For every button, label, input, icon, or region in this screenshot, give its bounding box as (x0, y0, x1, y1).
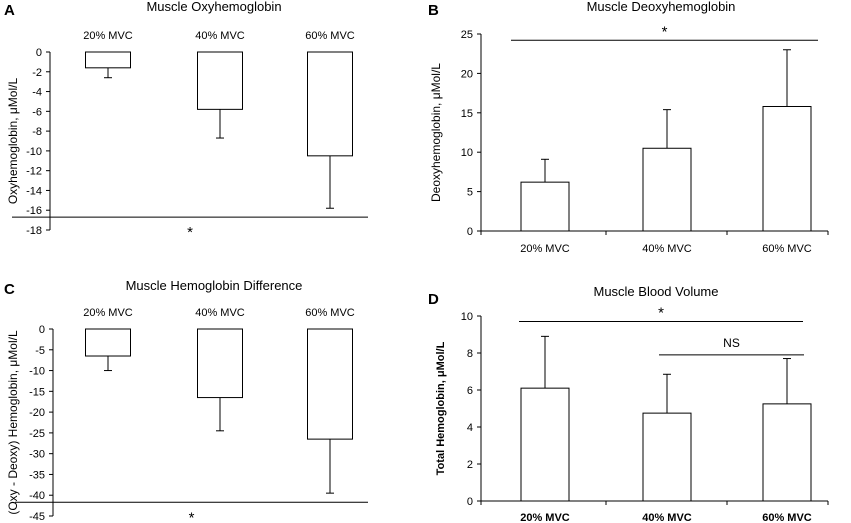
y-tick-label: -20 (29, 407, 45, 419)
bar (197, 328, 243, 399)
y-tick-label: 10 (461, 311, 473, 323)
y-tick-label: -10 (29, 366, 45, 378)
category-label: 60% MVC (762, 512, 812, 523)
y-tick-label: -10 (26, 146, 42, 158)
y-tick-label: -35 (29, 469, 45, 481)
y-tick-label: -45 (29, 511, 45, 523)
y-tick-label: 0 (467, 496, 473, 508)
y-tick-label: 25 (461, 29, 473, 41)
y-tick-label: -8 (32, 126, 42, 138)
category-label: 20% MVC (520, 512, 570, 523)
panel-a: A Muscle Oxyhemoglobin Oxyhemoglobin, μMol… (4, 0, 368, 241)
chart-title: Muscle Oxyhemoglobin (146, 0, 281, 14)
category-label: 40% MVC (195, 307, 245, 319)
y-tick-label: 10 (461, 147, 473, 159)
bar (307, 51, 353, 157)
significance-star: * (187, 224, 193, 241)
bar (762, 105, 812, 232)
category-label: 40% MVC (642, 243, 692, 255)
y-tick-label: -6 (32, 106, 42, 118)
bar (307, 328, 353, 440)
y-tick-label: 5 (467, 187, 473, 199)
category-label: 20% MVC (83, 30, 133, 42)
y-tick-label: -40 (29, 490, 45, 502)
category-label: 20% MVC (83, 307, 133, 319)
y-tick-label: 2 (467, 459, 473, 471)
panel-letter: A (4, 2, 15, 19)
y-tick-label: -14 (26, 185, 42, 197)
bar (762, 403, 812, 502)
panel-d: D Muscle Blood Volume Total Hemoglobin, μM… (428, 284, 829, 523)
y-tick-label: -12 (26, 166, 42, 178)
y-tick-label: -4 (32, 87, 42, 99)
significance-ns-label: NS (723, 336, 740, 350)
y-tick-label: 0 (36, 47, 42, 59)
panel-letter: C (4, 281, 15, 298)
y-axis-label: Total Hemoglobin, μMol/L (435, 341, 447, 475)
panel-b: B Muscle Deoxyhemoglobin Deoxyhemoglobin, … (428, 0, 829, 255)
category-label: 40% MVC (642, 512, 692, 523)
y-tick-label: 6 (467, 385, 473, 397)
y-axis-label: Deoxyhemoglobin, μMol/L (429, 63, 443, 202)
bar (85, 328, 131, 357)
chart-title: Muscle Deoxyhemoglobin (587, 0, 736, 14)
chart-title: Muscle Blood Volume (593, 284, 718, 299)
panel-letter: D (428, 291, 439, 308)
significance-star: * (189, 509, 195, 523)
y-axis-label: (Oxy - Deoxy) Hemoglobin, μMol/L (6, 330, 20, 515)
y-tick-label: 20 (461, 68, 473, 80)
category-label: 40% MVC (195, 30, 245, 42)
category-label: 60% MVC (305, 307, 355, 319)
bar (520, 181, 570, 232)
panel-letter: B (428, 2, 439, 19)
y-tick-label: -2 (32, 67, 42, 79)
bar (642, 147, 692, 232)
y-tick-label: 15 (461, 108, 473, 120)
category-label: 60% MVC (762, 243, 812, 255)
y-tick-label: -15 (29, 386, 45, 398)
category-label: 20% MVC (520, 243, 570, 255)
y-tick-label: 0 (39, 324, 45, 336)
y-tick-label: 0 (467, 226, 473, 238)
panel-c: C Muscle Hemoglobin Difference (Oxy - Deox… (4, 278, 368, 523)
y-tick-label: 8 (467, 348, 473, 360)
bar (197, 51, 243, 110)
y-tick-label: -16 (26, 205, 42, 217)
category-label: 60% MVC (305, 30, 355, 42)
y-tick-label: -30 (29, 449, 45, 461)
y-tick-label: 4 (467, 422, 473, 434)
bar (520, 387, 570, 502)
significance-star: * (662, 23, 668, 40)
y-tick-label: -18 (26, 225, 42, 237)
significance-star: * (658, 305, 664, 322)
y-axis-label: Oxyhemoglobin, μMol/L (6, 78, 20, 205)
y-tick-label: -5 (35, 345, 45, 357)
y-tick-label: -25 (29, 428, 45, 440)
bar (642, 412, 692, 502)
chart-title: Muscle Hemoglobin Difference (126, 278, 303, 293)
bar (85, 51, 131, 69)
